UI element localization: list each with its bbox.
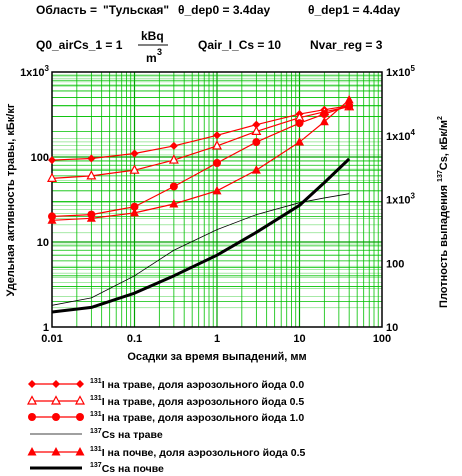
legend-swatch-marker <box>76 413 84 421</box>
series-point-5 <box>47 215 57 224</box>
legend-item-3: 131I на траве, доля аэрозольного йода 1.… <box>28 411 304 424</box>
y-axis-right-label-sup: 137 <box>437 170 444 182</box>
legend-label: 131I на траве, доля аэрозольного йода 0.… <box>90 395 304 408</box>
series-point-5 <box>344 94 354 104</box>
header-q0-unit-num: kBq <box>141 29 164 43</box>
legend: 131I на траве, доля аэрозольного йода 0.… <box>27 378 306 475</box>
series-point-3 <box>130 202 139 211</box>
legend-swatch-marker <box>76 380 84 388</box>
series-line-6 <box>51 157 351 314</box>
series-point-2 <box>251 125 262 136</box>
x-tick-label: 10 <box>293 333 305 345</box>
series-line-2 <box>51 106 350 180</box>
header-theta-dep1: θ_dep1 = 4.4day <box>308 3 401 17</box>
header-nvar: Nvar_reg = 3 <box>310 38 383 52</box>
series-point-5 <box>86 213 96 222</box>
series-point-2 <box>86 170 97 180</box>
legend-item-4: 137Cs на траве <box>30 428 163 441</box>
series-point-2 <box>212 140 222 150</box>
header-theta-dep0: θ_dep0 = 3.4day <box>178 3 271 17</box>
series-point-1 <box>130 149 139 158</box>
series-point-3 <box>169 182 178 191</box>
series-point-1 <box>48 156 56 165</box>
y-right-tick-label: 1x105 <box>386 64 415 79</box>
series-point-5 <box>212 185 222 195</box>
header-qair: Qair_I_Cs = 10 <box>198 38 281 52</box>
legend-swatch-marker <box>75 395 85 405</box>
legend-label: 137Cs на почве <box>90 462 164 475</box>
legend-swatch-marker <box>51 395 61 405</box>
legend-item-6: 137Cs на почве <box>30 462 164 475</box>
y-axis-left-label: Удельная активность травы, кБк/кг <box>5 103 17 296</box>
legend-swatch-marker <box>27 447 37 456</box>
legend-swatch-marker <box>51 447 61 456</box>
legend-label: 131I на траве, доля аэрозольного йода 0.… <box>90 378 304 391</box>
plot-frame <box>51 71 383 328</box>
header-oblast-value: "Тульская" <box>103 3 169 17</box>
legend-swatch-marker <box>75 447 85 456</box>
y-axis-right-label-exp: 2 <box>437 116 444 120</box>
series-point-1 <box>87 154 96 163</box>
y-right-tick-label: 1x103 <box>386 192 415 207</box>
header-q0-unit-den: m <box>146 51 157 65</box>
header-q0-unit-exp: 3 <box>157 47 162 57</box>
x-tick-label: 100 <box>373 333 391 345</box>
series-point-2 <box>168 154 179 164</box>
y-right-tick-label: 100 <box>386 258 404 270</box>
x-tick-label: 0.01 <box>41 333 62 345</box>
legend-swatch-marker <box>27 395 37 405</box>
series-point-2 <box>47 172 57 183</box>
y-left-tick-label: 10 <box>37 237 49 249</box>
series-line-1 <box>51 105 350 161</box>
x-tick-label: 1 <box>214 333 220 345</box>
legend-label: 131I на почве, доля аэрозольного йода 0.… <box>90 446 306 459</box>
legend-label: 137Cs на траве <box>90 428 163 441</box>
series-point-2 <box>129 164 140 174</box>
header-q0: Q0_airCs_1 = 1 <box>36 38 123 52</box>
legend-swatch-marker <box>28 380 36 388</box>
series-point-3 <box>295 119 304 128</box>
y-left-tick-label: 1 <box>43 322 49 334</box>
legend-label: 131I на траве, доля аэрозольного йода 1.… <box>90 411 304 424</box>
series-point-3 <box>345 101 354 110</box>
y-axis-right-label: Плотность выпадения 137Cs, кБк/м2 <box>437 116 450 308</box>
series-point-3 <box>320 110 329 119</box>
y-right-tick-label: 1x104 <box>386 128 415 143</box>
series-point-1 <box>252 120 261 129</box>
x-axis-label: Осадки за время выпадений, мм <box>127 351 306 363</box>
chart-tick-labels: 0.01 0.1 1 10 1001101001x103101001x1031x1041… <box>20 64 415 345</box>
y-left-tick-label: 1x103 <box>20 64 49 79</box>
y-axis-right-label-pre: Плотность выпадения <box>438 185 450 308</box>
series-point-5 <box>130 207 139 217</box>
series-point-5 <box>251 165 261 174</box>
legend-item-1: 131I на траве, доля аэрозольного йода 0.… <box>28 378 304 391</box>
y-right-tick-label: 10 <box>386 322 398 334</box>
series-point-5 <box>319 116 329 126</box>
series-point-1 <box>213 131 221 140</box>
chart-series <box>47 94 355 314</box>
legend-swatch-marker <box>52 413 60 421</box>
series-line-4 <box>51 193 350 306</box>
y-axis-right-label-post: Cs, кБк/м <box>438 120 450 170</box>
y-left-tick-label: 100 <box>31 152 49 164</box>
x-tick-label: 0.1 <box>127 333 142 345</box>
series-point-5 <box>169 198 179 208</box>
legend-item-5: 131I на почве, доля аэрозольного йода 0.… <box>27 446 306 459</box>
legend-item-2: 131I на траве, доля аэрозольного йода 0.… <box>27 395 304 408</box>
series-point-3 <box>213 158 221 167</box>
series-point-5 <box>295 137 304 146</box>
series-point-3 <box>252 138 261 147</box>
legend-swatch-marker <box>52 380 60 388</box>
header-oblast-label: Область = <box>36 3 97 17</box>
legend-swatch-marker <box>28 413 36 421</box>
series-point-1 <box>169 141 178 150</box>
